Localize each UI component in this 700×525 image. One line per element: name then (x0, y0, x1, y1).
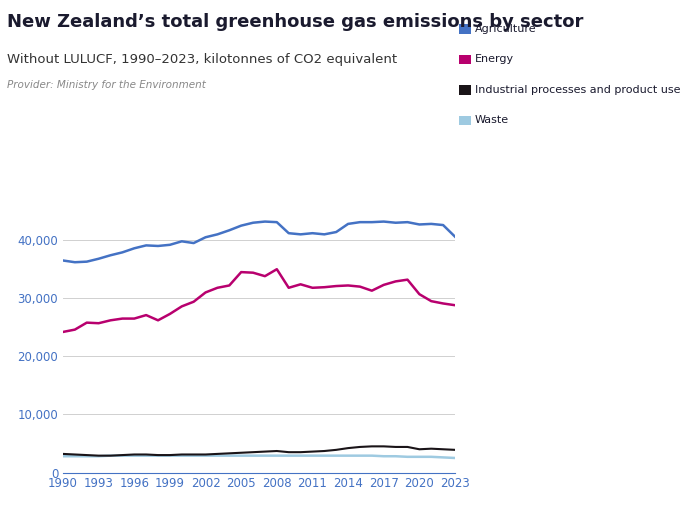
Text: Agriculture: Agriculture (475, 24, 536, 34)
Text: Waste: Waste (475, 115, 509, 125)
Text: Provider: Ministry for the Environment: Provider: Ministry for the Environment (7, 80, 206, 90)
Text: Industrial processes and product use: Industrial processes and product use (475, 85, 680, 95)
Text: New Zealand’s total greenhouse gas emissions by sector: New Zealand’s total greenhouse gas emiss… (7, 13, 583, 31)
Text: Without LULUCF, 1990–2023, kilotonnes of CO2 equivalent: Without LULUCF, 1990–2023, kilotonnes of… (7, 52, 397, 66)
Text: figure.nz: figure.nz (603, 20, 684, 37)
Text: Energy: Energy (475, 54, 514, 65)
